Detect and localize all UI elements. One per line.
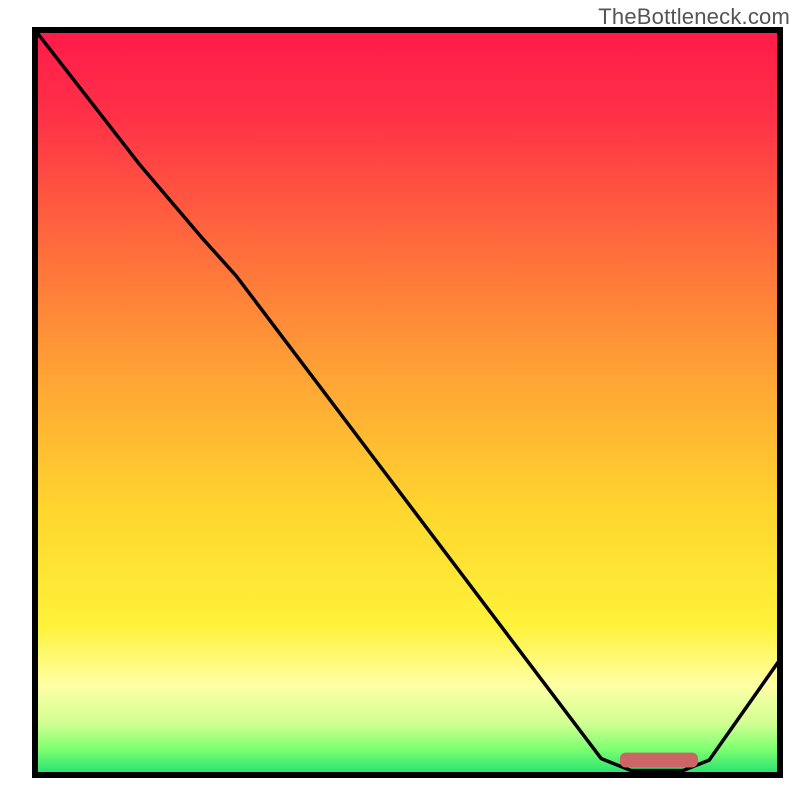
bottleneck-chart [0,0,800,800]
optimal-range-marker [620,753,698,768]
gradient-background [35,30,780,775]
plot-area [35,30,780,775]
